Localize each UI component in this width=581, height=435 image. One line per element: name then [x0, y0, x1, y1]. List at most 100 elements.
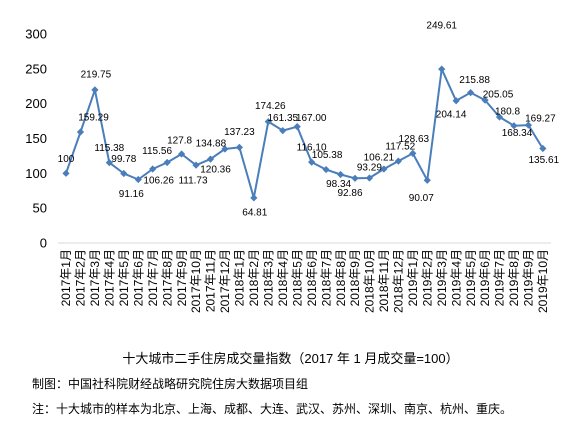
- x-tick-label: 2018年3月: [262, 249, 276, 306]
- data-point-marker: [62, 169, 70, 177]
- data-point-marker: [380, 165, 388, 173]
- x-tick-label: 2017年1月: [59, 249, 73, 306]
- data-point-marker: [91, 86, 99, 94]
- series-line: [65, 68, 544, 199]
- data-point-marker: [235, 143, 243, 151]
- data-point-marker: [351, 174, 359, 182]
- data-point-marker: [250, 194, 258, 202]
- data-label: 106.21: [364, 153, 395, 164]
- data-label: 128.63: [399, 134, 430, 145]
- data-point-marker: [481, 96, 489, 104]
- data-label: 249.61: [426, 21, 457, 32]
- y-tick-label: 300: [25, 27, 47, 42]
- data-point-marker: [336, 170, 345, 179]
- x-tick-label: 2018年8月: [334, 249, 348, 306]
- data-point-marker: [495, 113, 504, 121]
- data-label: 120.36: [200, 165, 231, 176]
- data-point-marker: [394, 157, 402, 165]
- data-label: 106.26: [143, 176, 174, 187]
- y-tick-label: 0: [40, 236, 47, 251]
- x-tick-label: 2019年6月: [478, 249, 492, 306]
- x-tick-label: 2018年7月: [319, 249, 333, 306]
- x-tick-label: 2017年3月: [88, 249, 102, 306]
- data-label: 92.86: [337, 188, 362, 199]
- data-label: 127.8: [167, 136, 192, 147]
- data-label: 105.38: [312, 150, 343, 161]
- data-point-marker: [438, 65, 446, 73]
- data-point-marker: [539, 144, 547, 153]
- x-tick-label: 2017年8月: [160, 249, 174, 306]
- x-tick-label: 2018年9月: [348, 249, 362, 306]
- x-tick-label: 2018年12月: [392, 249, 406, 313]
- data-label: 159.29: [78, 113, 109, 124]
- x-tick-label: 2019年7月: [493, 249, 507, 306]
- data-label: 93.29: [357, 163, 382, 174]
- data-label: 90.07: [409, 193, 434, 204]
- data-label: 167.00: [296, 113, 327, 124]
- data-point-marker: [452, 97, 460, 105]
- x-tick-label: 2018年6月: [305, 249, 319, 306]
- x-tick-label: 2018年4月: [276, 249, 290, 306]
- data-point-marker: [524, 121, 532, 129]
- data-label: 168.34: [502, 128, 533, 139]
- data-point-marker: [293, 123, 301, 131]
- data-label: 180.8: [495, 107, 520, 118]
- chart-source-credit: 制图：中国社科院财经战略研究院住房大数据项目组: [32, 377, 309, 391]
- x-tick-label: 2018年11月: [377, 249, 391, 312]
- data-label: 137.23: [224, 127, 255, 138]
- data-point-marker: [308, 158, 316, 166]
- x-tick-label: 2017年9月: [175, 249, 189, 306]
- data-point-marker: [221, 145, 229, 153]
- x-tick-label: 2019年10月: [536, 249, 550, 313]
- data-point-marker: [192, 161, 200, 169]
- y-tick-label: 250: [25, 61, 47, 76]
- data-label: 98.34: [326, 179, 351, 190]
- data-label: 100: [58, 154, 75, 165]
- data-label: 91.16: [119, 189, 144, 200]
- data-label: 215.88: [459, 75, 490, 86]
- chart-title: 十大城市二手住房成交量指数（2017 年 1 月成交量=100）: [122, 351, 459, 366]
- data-point-marker: [76, 128, 85, 136]
- x-tick-label: 2018年2月: [247, 249, 261, 306]
- data-point-marker: [134, 175, 142, 184]
- data-point-marker: [322, 165, 330, 174]
- y-tick-label: 150: [25, 131, 47, 146]
- x-tick-label: 2017年2月: [74, 249, 88, 306]
- data-point-marker: [264, 117, 272, 126]
- data-label: 204.14: [436, 109, 467, 120]
- x-tick-label: 2017年7月: [146, 249, 160, 306]
- data-label: 116.10: [297, 143, 327, 154]
- data-label: 111.73: [178, 176, 208, 187]
- data-label: 174.26: [255, 101, 286, 112]
- data-point-marker: [423, 176, 431, 184]
- x-tick-label: 2019年4月: [449, 249, 463, 306]
- data-label: 205.05: [483, 90, 514, 101]
- data-label: 134.88: [196, 139, 227, 150]
- chart-footnote: 注：十大城市的样本为北京、上海、成都、大连、武汉、苏州、深圳、南京、杭州、重庆。: [32, 402, 513, 416]
- data-point-marker: [178, 150, 186, 158]
- data-point-marker: [120, 169, 128, 178]
- x-tick-label: 2019年1月: [406, 249, 420, 306]
- y-axis: 0 50 100 150 200 250 300: [25, 27, 47, 251]
- data-label: 99.78: [111, 154, 136, 165]
- x-tick-label: 2019年8月: [507, 249, 521, 306]
- data-label: 117.52: [385, 142, 415, 153]
- x-tick-label: 2017年6月: [131, 249, 145, 306]
- x-tick-label: 2017年12月: [218, 249, 232, 313]
- data-point-marker: [105, 159, 113, 167]
- x-tick-label: 2017年4月: [103, 249, 117, 306]
- data-label: 161.35: [268, 113, 299, 124]
- line-chart: 0 50 100 150 200 250 300 2017年1月 2017年2月 2017年3月 2…: [25, 21, 560, 313]
- data-point-marker: [279, 126, 287, 135]
- data-label: 64.81: [242, 207, 267, 218]
- data-label: 169.27: [525, 114, 556, 125]
- data-point-marker: [206, 155, 215, 163]
- y-tick-label: 50: [33, 201, 47, 216]
- x-tick-label: 2018年1月: [233, 249, 247, 306]
- data-point-marker: [510, 122, 518, 130]
- data-point-marker: [149, 165, 157, 173]
- x-tick-label: 2017年10月: [189, 249, 203, 313]
- x-tick-label: 2019年9月: [522, 249, 536, 306]
